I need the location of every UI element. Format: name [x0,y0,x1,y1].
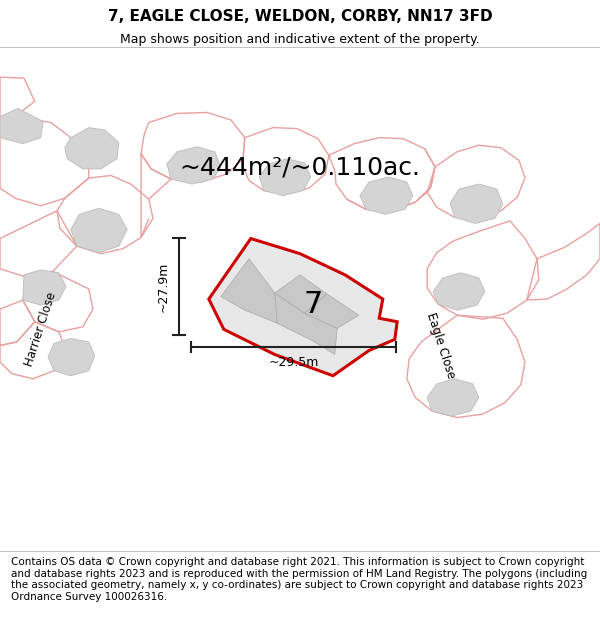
Text: Eagle Close: Eagle Close [424,311,458,380]
Polygon shape [209,239,397,376]
Polygon shape [305,294,359,328]
Text: Harrier Close: Harrier Close [23,291,59,368]
Polygon shape [275,293,337,354]
Text: ~27.9m: ~27.9m [157,261,170,312]
Polygon shape [427,379,479,416]
Polygon shape [167,147,221,184]
Polygon shape [275,275,327,313]
Polygon shape [48,338,95,376]
Text: ~444m²/~0.110ac.: ~444m²/~0.110ac. [179,156,421,180]
Polygon shape [221,259,277,323]
Text: 7, EAGLE CLOSE, WELDON, CORBY, NN17 3FD: 7, EAGLE CLOSE, WELDON, CORBY, NN17 3FD [107,9,493,24]
Text: Map shows position and indicative extent of the property.: Map shows position and indicative extent… [120,32,480,46]
Text: Contains OS data © Crown copyright and database right 2021. This information is : Contains OS data © Crown copyright and d… [11,557,587,602]
Polygon shape [450,184,503,223]
Text: 7: 7 [304,289,323,319]
Polygon shape [259,159,311,196]
Polygon shape [0,108,43,144]
Polygon shape [65,127,119,169]
Polygon shape [23,270,66,305]
Polygon shape [71,208,127,252]
Polygon shape [433,273,485,310]
Text: ~29.5m: ~29.5m [268,356,319,369]
Polygon shape [360,177,413,214]
